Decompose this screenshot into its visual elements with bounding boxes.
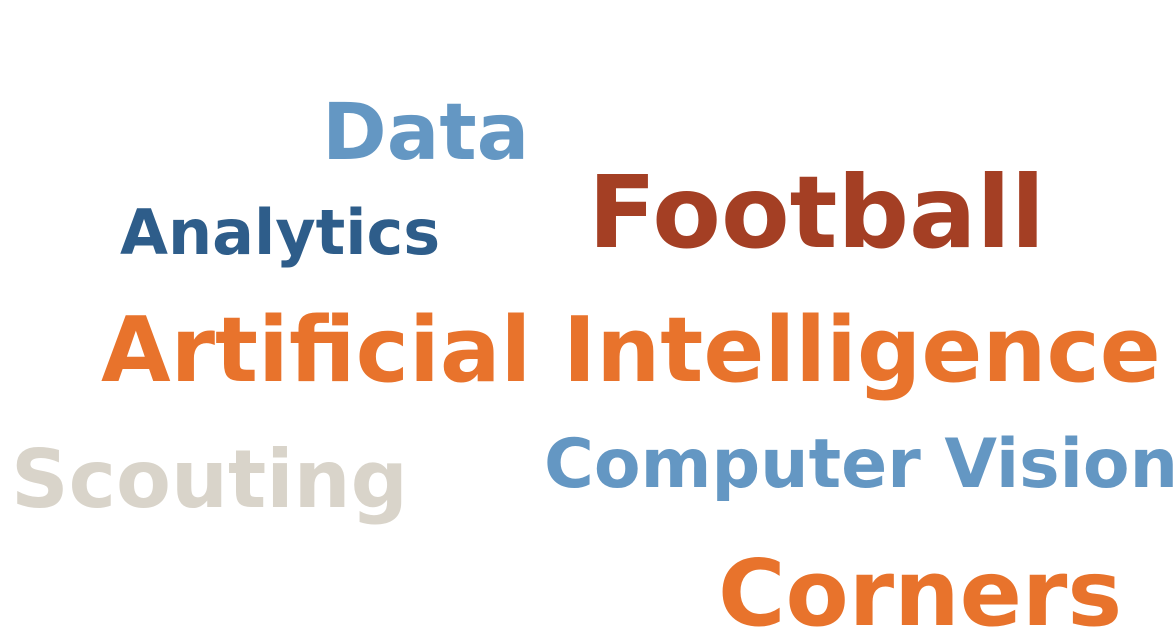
word-scouting: Scouting [11, 433, 408, 526]
word-corners: Corners [718, 540, 1123, 644]
word-football: Football [588, 154, 1046, 271]
word-artificial-intelligence: Artificial Intelligence [101, 298, 1161, 403]
word-computer-vision: Computer Vision [544, 425, 1173, 504]
word-data: Data [322, 88, 530, 178]
word-analytics: Analytics [120, 196, 441, 269]
